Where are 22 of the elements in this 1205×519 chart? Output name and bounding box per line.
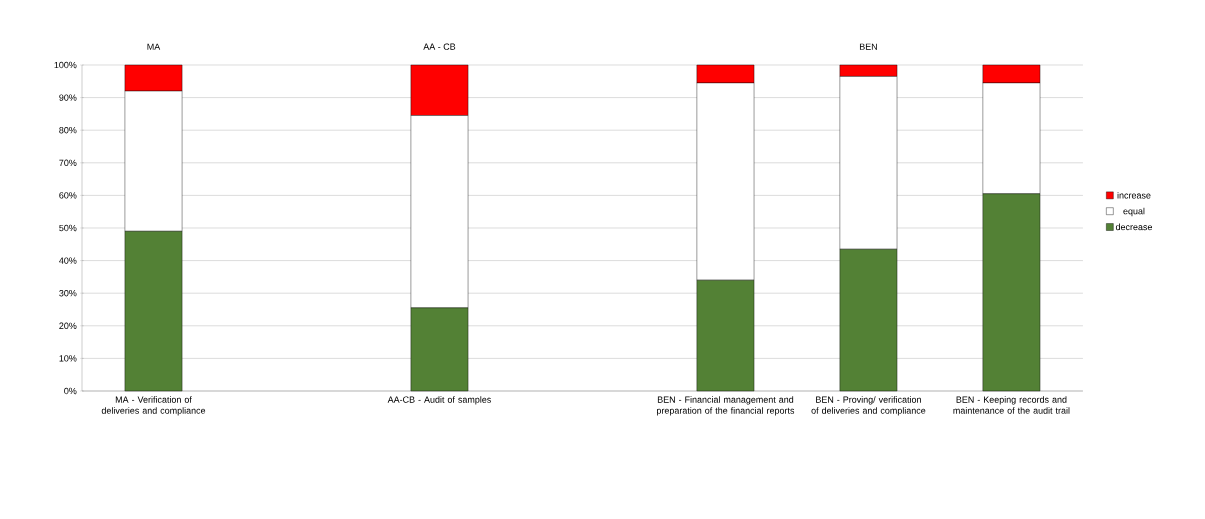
y-tick-label: 80% (59, 127, 77, 134)
y-tick-label: 70% (59, 159, 77, 166)
y-tick-label: 50% (59, 224, 77, 232)
text: AA - CB (423, 43, 456, 50)
y-tick-label: 100% (54, 61, 77, 69)
legend-label: decrease (1115, 223, 1153, 231)
y-tick-label: 0% (64, 387, 77, 395)
y-tick-label: 40% (59, 257, 77, 264)
legend-label: equal (1123, 207, 1145, 217)
text: BEN (859, 43, 877, 50)
x-tick-label: BEN - Keeping records and maintenance of the audit trail (953, 396, 1070, 414)
x-tick-label: AA-CB - Audit of samples (387, 396, 491, 405)
legend-label: increase (1117, 191, 1151, 199)
x-tick-label: BEN - Proving/ verification of deliveries and compliance (811, 396, 926, 416)
text: MA (147, 43, 161, 50)
y-tick-label: 90% (59, 94, 77, 101)
x-tick-label: BEN - Financial management and preparation of the financial reports (657, 396, 795, 416)
y-tick-label: 20% (59, 322, 77, 329)
y-tick-label: 30% (59, 290, 77, 297)
x-tick-label: MA - Verification of deliveries and compliance (101, 396, 206, 416)
y-tick-label: 60% (59, 192, 77, 199)
y-tick-label: 10% (59, 355, 77, 362)
